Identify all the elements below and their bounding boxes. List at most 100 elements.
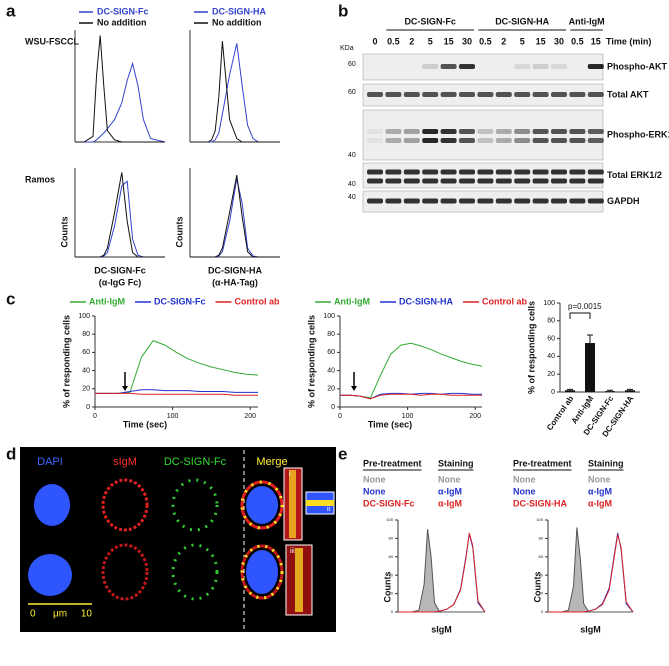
y-tick-label: 100 [536, 517, 543, 522]
blot-band [514, 64, 531, 69]
legend-pretreatment: DC-SIGN-Fc [363, 498, 415, 508]
y-tick-label: 40 [82, 367, 90, 374]
legend-label: Control ab [482, 296, 527, 306]
blot-band [532, 129, 549, 134]
series-line [340, 342, 483, 399]
blot-band [422, 169, 439, 175]
panel-label: a [6, 1, 16, 20]
blot-band [385, 178, 402, 184]
panel-label: c [6, 289, 15, 308]
blot-strip [362, 109, 604, 161]
kda-label: KDa [340, 45, 354, 52]
y-tick-label: 20 [327, 386, 335, 393]
legend-pretreatment: DC-SIGN-HA [513, 498, 567, 508]
blot-strip [362, 53, 604, 81]
blot-band [367, 178, 383, 184]
legend-label: DC-SIGN-Fc [154, 296, 206, 306]
x-tick-label: 200 [244, 413, 256, 420]
blot-band [532, 169, 549, 175]
x-axis-label: (α-HA-Tag) [212, 277, 258, 287]
y-axis-label: Counts [59, 217, 69, 248]
blot-band [495, 169, 512, 175]
error-bar [627, 388, 633, 391]
blot-band [514, 169, 531, 175]
series-line [75, 35, 165, 143]
blot-row-label: Total AKT [607, 89, 649, 99]
blot-band [459, 129, 475, 134]
x-axis-label: DC-SIGN-Fc [94, 265, 146, 275]
blot-band [569, 198, 586, 204]
series-line [95, 389, 258, 394]
inset-label: i [289, 471, 291, 478]
cell-dots [171, 543, 219, 601]
blot-band [514, 198, 531, 204]
y-tick-label: 0 [551, 389, 555, 396]
marker-label: 40 [348, 194, 356, 201]
legend-label: DC-SIGN-HA [212, 6, 266, 16]
blot-band [422, 129, 439, 134]
x-tick-label: 100 [167, 413, 179, 420]
blot-band [367, 169, 383, 175]
y-tick-label: 20 [539, 591, 544, 596]
group-label: DC-SIGN-Fc [404, 16, 456, 26]
blot-band [532, 64, 549, 69]
channel-label: DAPI [37, 456, 63, 468]
series-line [95, 392, 258, 396]
cell-dots [240, 480, 284, 530]
y-tick-label: 80 [82, 331, 90, 338]
blot-band [459, 198, 475, 204]
x-tick-label: 100 [402, 413, 414, 420]
blot-band [551, 138, 567, 143]
scale-label: 0 [30, 609, 36, 620]
legend-staining: α-IgM [588, 498, 612, 508]
series-line [190, 175, 280, 258]
series-line [75, 172, 165, 258]
panel-label: b [338, 1, 348, 20]
inset-label: ii [327, 506, 331, 513]
y-axis-label: % of responding cells [526, 301, 536, 394]
blot-band [422, 178, 439, 184]
blot-band [403, 198, 420, 204]
marker-label: 60 [348, 89, 356, 96]
x-axis-label: sIgM [431, 624, 452, 634]
blot-band [459, 64, 475, 69]
blot-band [477, 198, 494, 204]
legend-header: Staining [438, 458, 474, 468]
time-label: 5 [428, 36, 433, 46]
inset-signal [295, 548, 303, 612]
blot-band [569, 129, 586, 134]
blot-row-label: GAPDH [607, 196, 640, 206]
time-label: 15 [536, 36, 546, 46]
panel-label: e [338, 444, 347, 463]
arrow-head [351, 386, 357, 391]
significance-bracket [569, 312, 591, 319]
marker-label: 40 [348, 181, 356, 188]
y-tick-label: 20 [389, 591, 394, 596]
marker-label: 60 [348, 61, 356, 68]
y-tick-label: 80 [389, 535, 394, 540]
nucleus [34, 484, 70, 526]
blot-band [385, 129, 402, 134]
y-tick-label: 80 [327, 331, 335, 338]
blot-band [532, 92, 549, 97]
y-tick-label: 60 [547, 335, 555, 342]
y-tick-label: 40 [389, 572, 394, 577]
blot-band [440, 169, 457, 175]
legend-pretreatment: None [513, 486, 536, 496]
y-tick-label: 40 [547, 353, 555, 360]
blot-band [403, 178, 420, 184]
y-axis-label: % of responding cells [306, 315, 316, 408]
blot-band [551, 64, 567, 69]
error-bar [567, 388, 573, 391]
panel-label: d [6, 444, 16, 463]
y-tick-label: 0 [331, 404, 335, 411]
blot-band [514, 138, 531, 143]
row-label: WSU-FSCCL [25, 36, 79, 46]
legend-staining: None [588, 474, 611, 484]
series-line [190, 43, 280, 143]
blot-band [422, 198, 439, 204]
nucleus [246, 486, 278, 524]
blot-band [367, 198, 383, 204]
y-tick-label: 100 [543, 300, 555, 307]
y-tick-label: 40 [539, 572, 544, 577]
